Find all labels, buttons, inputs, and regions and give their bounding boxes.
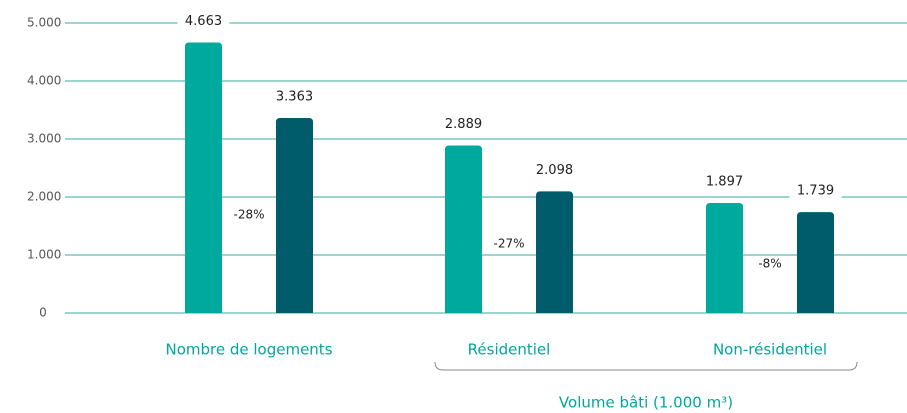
value-label-bg: [698, 172, 751, 191]
value-label: 1.897: [706, 174, 743, 189]
value-label-bg: [528, 161, 581, 180]
value-label-bg: [268, 87, 321, 106]
bar: [445, 145, 482, 313]
value-label-bg: [437, 115, 490, 134]
bar: [706, 202, 743, 313]
value-label-bg: [177, 12, 230, 31]
x-tick-label: Résidentiel: [468, 341, 551, 359]
bar: [185, 42, 222, 314]
value-label: 3.363: [276, 89, 313, 104]
y-tick-label: 1.000: [27, 248, 61, 262]
bar: [276, 117, 313, 313]
value-label: 4.663: [185, 14, 222, 29]
group-label: Volume bâti (1.000 m³): [559, 394, 733, 412]
y-tick-label: 3.000: [27, 132, 61, 146]
annotation: -8%: [758, 257, 781, 271]
group-bracket: [434, 361, 858, 371]
annotation: -27%: [493, 237, 524, 251]
y-tick-label: 5.000: [27, 16, 61, 30]
y-tick-label: 2.000: [27, 190, 61, 204]
value-label: 2.889: [445, 117, 482, 132]
bar: [536, 191, 573, 313]
value-label: 2.098: [536, 163, 573, 178]
x-tick-label: Nombre de logements: [165, 341, 332, 359]
bar: [797, 212, 834, 313]
annotation: -28%: [233, 208, 264, 222]
y-tick-label: 4.000: [27, 74, 61, 88]
value-label-bg: [789, 182, 842, 201]
x-tick-label: Non-résidentiel: [713, 341, 827, 359]
value-label: 1.739: [797, 184, 834, 199]
y-tick-label: 0: [39, 306, 47, 320]
